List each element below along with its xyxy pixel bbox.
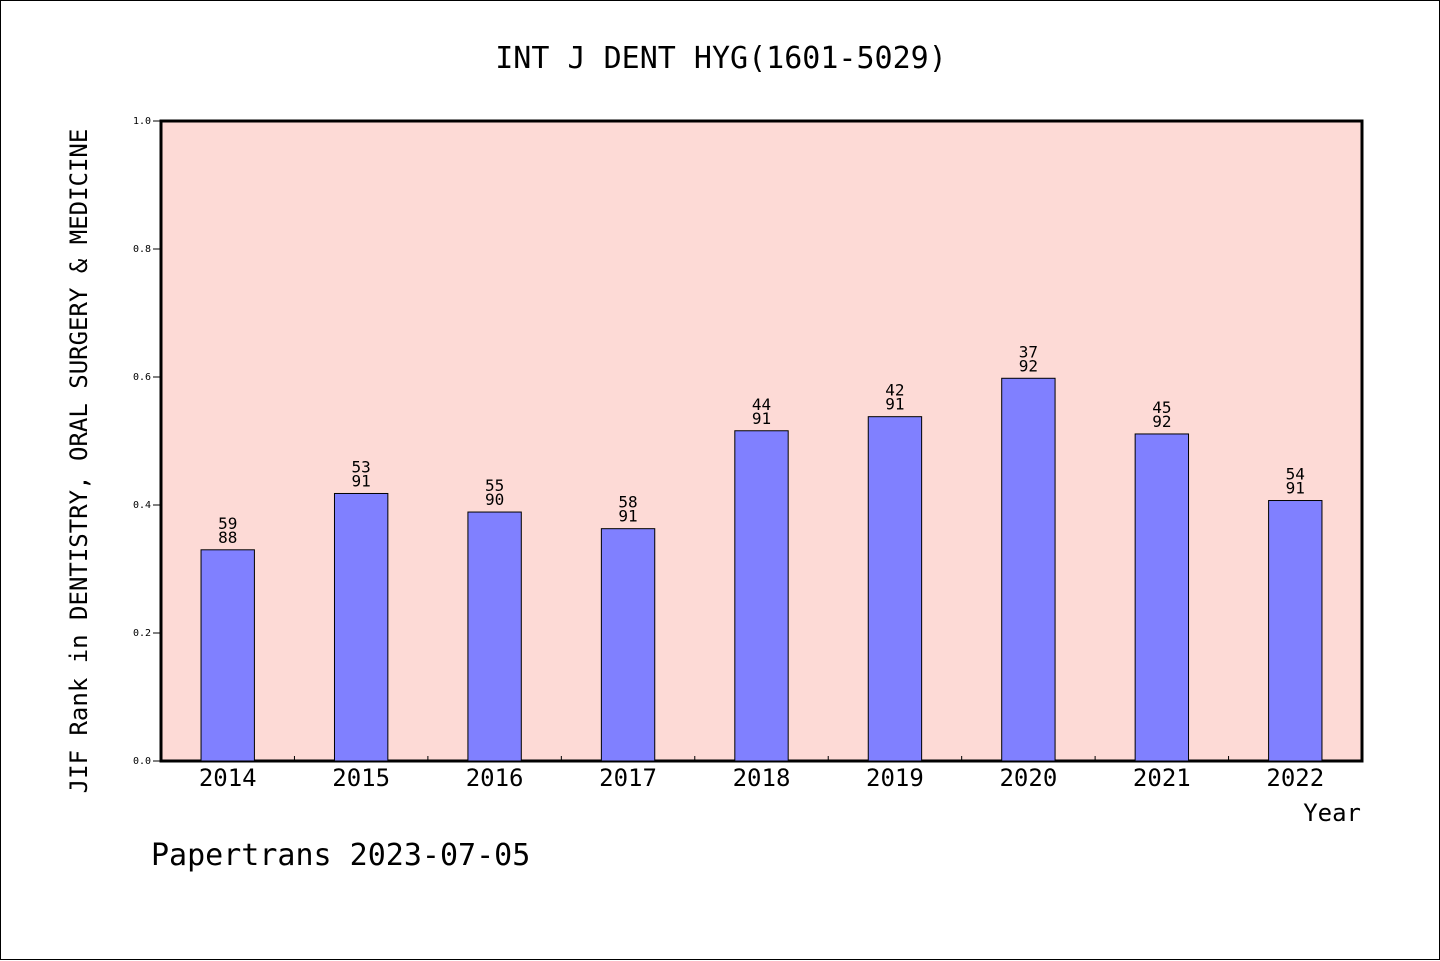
bar-total-label: 91 — [1286, 479, 1305, 498]
bar-total-label: 91 — [352, 471, 371, 490]
bar-2018 — [734, 430, 789, 762]
bar-total-label: 88 — [218, 528, 237, 547]
bar-rank-label: 42 — [885, 381, 904, 400]
x-tick-label: 2018 — [733, 764, 791, 792]
bar-2014 — [200, 549, 255, 762]
bar-rank-label: 37 — [1019, 342, 1038, 361]
x-tick-label: 2016 — [466, 764, 524, 792]
bar-total-label: 92 — [1019, 356, 1038, 375]
bar-total-label: 91 — [885, 395, 904, 414]
y-tick-label: 0.2 — [133, 628, 151, 639]
x-tick-label: 2014 — [199, 764, 257, 792]
bar-rank-label: 45 — [1152, 398, 1171, 417]
x-tick-label: 2022 — [1266, 764, 1324, 792]
x-tick-label: 2020 — [999, 764, 1057, 792]
x-axis-label: Year — [1303, 799, 1361, 827]
bar-rank-label: 59 — [218, 514, 237, 533]
x-tick-label: 2021 — [1133, 764, 1191, 792]
bar-total-label: 91 — [752, 409, 771, 428]
chart-title: INT J DENT HYG(1601-5029) — [495, 41, 947, 76]
bar-2016 — [467, 511, 522, 762]
footer-credit: Papertrans 2023-07-05 — [151, 838, 530, 873]
bar-rank-label: 58 — [618, 493, 637, 512]
bar-2022 — [1268, 500, 1323, 762]
bar-total-label: 90 — [485, 490, 504, 509]
bar-rank-label: 55 — [485, 476, 504, 495]
bar-2017 — [600, 528, 656, 762]
y-axis: 0.0 0.2 0.4 0.6 0.8 1.0 — [133, 116, 161, 767]
bar-2021 — [1134, 433, 1190, 762]
y-tick-label: 1.0 — [133, 116, 151, 127]
y-tick-label: 0.0 — [133, 756, 151, 767]
bar-rank-label: 44 — [752, 395, 771, 414]
x-tick-label: 2017 — [599, 764, 657, 792]
bar-2020 — [1001, 377, 1056, 762]
x-tick-label: 2019 — [866, 764, 924, 792]
y-axis-label: JIF Rank in DENTISTRY, ORAL SURGERY & ME… — [65, 129, 93, 794]
y-tick-label: 0.4 — [133, 500, 151, 511]
bar-total-label: 91 — [618, 507, 637, 526]
bar-rank-label: 54 — [1286, 465, 1305, 484]
bar-2019 — [867, 416, 923, 762]
x-tick-label: 2015 — [332, 764, 390, 792]
y-tick-label: 0.8 — [133, 244, 151, 255]
x-axis: 2014 2015 2016 2017 2018 2019 2020 2021 2022 — [199, 756, 1324, 792]
bar-2015 — [333, 492, 389, 762]
y-tick-label: 0.6 — [133, 372, 151, 383]
bar-rank-label: 53 — [352, 457, 371, 476]
bar-total-label: 92 — [1152, 412, 1171, 431]
